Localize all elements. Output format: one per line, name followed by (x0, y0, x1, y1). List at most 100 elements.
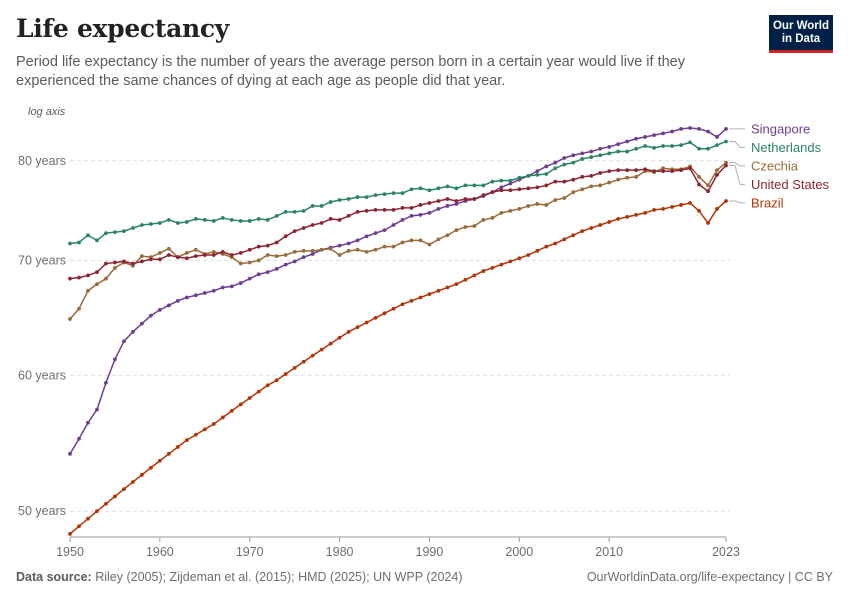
series-line-brazil (69, 200, 727, 535)
data-point (661, 166, 665, 171)
data-point (445, 204, 450, 208)
data-point (481, 269, 486, 273)
data-point (283, 372, 288, 376)
data-point (274, 267, 279, 271)
data-point (652, 208, 657, 212)
data-point (337, 218, 342, 222)
label-connector (729, 164, 745, 185)
source-url-link[interactable]: OurWorldinData.org/life-expectancy | CC … (586, 570, 833, 584)
data-point (157, 307, 162, 312)
series-label: Netherlands (751, 140, 822, 155)
data-point (373, 316, 378, 320)
data-point (409, 214, 414, 218)
data-point (499, 262, 504, 267)
data-point (104, 261, 108, 266)
data-point (661, 169, 665, 174)
x-tick-label: 2000 (505, 545, 533, 559)
data-point (697, 209, 701, 213)
data-point (625, 215, 630, 219)
series-line-czechia (69, 162, 727, 320)
owid-logo[interactable]: Our World in Data (769, 15, 833, 53)
data-point (175, 298, 180, 303)
data-point (508, 259, 513, 264)
label-connector (729, 200, 745, 204)
data-point (643, 135, 648, 139)
data-point (211, 288, 216, 293)
data-point (625, 168, 630, 173)
data-point (409, 298, 414, 303)
data-point (526, 173, 531, 178)
data-point (688, 126, 692, 130)
data-point (508, 178, 513, 183)
data-point (77, 436, 81, 441)
data-point (706, 189, 710, 194)
data-point (274, 254, 279, 259)
data-point (184, 256, 189, 261)
data-point (131, 329, 135, 334)
data-point (265, 383, 270, 388)
data-point (526, 253, 531, 257)
data-point (131, 226, 135, 230)
data-point (445, 184, 450, 189)
data-point (104, 501, 108, 506)
data-point (202, 427, 207, 432)
data-point (562, 162, 567, 167)
data-point (131, 480, 135, 484)
data-point (328, 246, 333, 251)
data-point (77, 306, 81, 311)
data-point (274, 378, 279, 383)
data-point (337, 243, 342, 248)
data-point (202, 218, 207, 222)
data-source: Data source: Riley (2005); Zijdeman et a… (16, 570, 463, 584)
data-point (670, 169, 674, 174)
chart-title: Life expectancy (16, 14, 230, 43)
data-point (193, 217, 198, 221)
data-point (157, 458, 162, 463)
data-point (598, 153, 603, 158)
data-point (346, 214, 351, 218)
data-point (211, 249, 216, 254)
data-point (679, 143, 683, 148)
data-point (301, 248, 306, 253)
data-point (454, 228, 459, 232)
data-point (355, 238, 360, 243)
data-point (472, 183, 477, 188)
data-point (95, 509, 99, 514)
data-point (166, 451, 171, 456)
data-point (238, 402, 243, 407)
line-chart: log axis 50 years 60 years 70 years 80 years… (18, 106, 829, 559)
data-point (562, 156, 567, 160)
data-point (265, 270, 270, 275)
data-point (175, 445, 180, 449)
data-point (607, 180, 612, 185)
data-point (193, 247, 198, 252)
data-point (364, 234, 369, 239)
data-point (724, 199, 728, 203)
data-point (724, 163, 728, 168)
data-point (139, 254, 144, 259)
data-point (724, 139, 728, 144)
data-point (337, 198, 342, 202)
data-point (418, 213, 423, 217)
data-point (616, 217, 621, 221)
data-point (229, 218, 234, 222)
data-point (490, 216, 495, 220)
data-point (679, 168, 683, 173)
data-point (562, 237, 567, 242)
series-label: Singapore (751, 121, 810, 136)
data-point (670, 144, 674, 148)
data-point (427, 201, 432, 205)
data-point (598, 171, 603, 175)
data-point (68, 532, 72, 536)
data-point (589, 226, 594, 230)
data-point (643, 144, 648, 148)
data-point (607, 151, 612, 156)
data-point (113, 265, 117, 270)
data-point (589, 173, 594, 178)
data-point (697, 174, 701, 179)
x-tick-label: 1960 (146, 545, 174, 559)
data-point (184, 295, 189, 300)
data-point (364, 249, 369, 254)
data-point (544, 164, 549, 169)
data-source-label: Data source: (16, 570, 92, 584)
